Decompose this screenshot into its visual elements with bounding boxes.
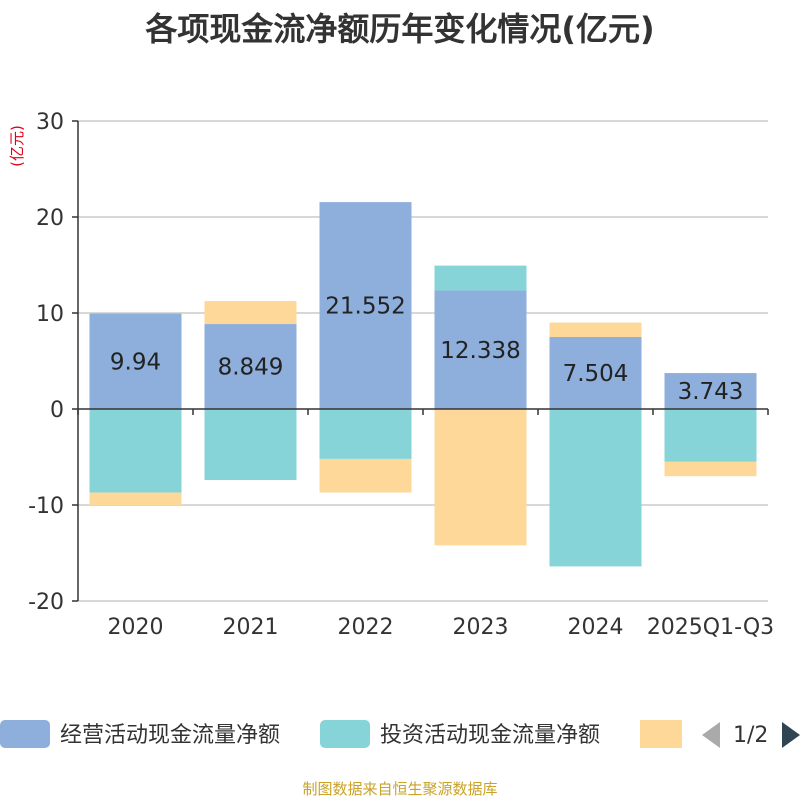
legend-page-indicator: 1/2	[733, 723, 768, 748]
bar-series-2-2022[interactable]	[319, 458, 412, 493]
bar-value-label: 8.849	[218, 355, 284, 381]
chart-title: 各项现金流净额历年变化情况(亿元)	[145, 10, 655, 48]
bar-series-1-2024[interactable]	[549, 409, 642, 567]
bar-value-label: 21.552	[325, 294, 405, 320]
bar-series-0-2022[interactable]	[319, 202, 412, 409]
bar-value-label: 3.743	[678, 379, 744, 405]
legend-prev-arrow-icon[interactable]	[702, 722, 720, 748]
x-tick-label: 2022	[338, 615, 394, 640]
legend-item-operating[interactable]: 经营活动现金流量净额	[0, 720, 280, 748]
bar-series-0-2021[interactable]	[204, 324, 297, 409]
x-tick-label: 2025Q1-Q3	[647, 615, 774, 640]
legend-item-investing[interactable]: 投资活动现金流量净额	[320, 720, 600, 748]
legend-label-operating: 经营活动现金流量净额	[60, 723, 280, 748]
legend-item-financing[interactable]	[640, 720, 682, 748]
bar-series-0-2023[interactable]	[434, 290, 527, 409]
bar-value-label: 12.338	[440, 338, 520, 364]
legend-swatch-operating	[0, 720, 50, 748]
bar-series-2-2025Q1-Q3[interactable]	[664, 461, 757, 477]
x-tick-label: 2021	[223, 615, 279, 640]
x-tick-label: 2020	[108, 615, 164, 640]
bar-series-0-2020[interactable]	[89, 313, 182, 409]
legend: 经营活动现金流量净额 投资活动现金流量净额 1/2	[0, 720, 800, 748]
y-tick-label: 0	[50, 398, 64, 423]
legend-swatch-financing	[640, 720, 682, 748]
bars	[89, 202, 757, 567]
bar-series-2-2021[interactable]	[204, 301, 297, 325]
y-tick-label: 10	[36, 302, 64, 327]
bar-series-2-2024[interactable]	[549, 322, 642, 337]
bar-value-label: 7.504	[563, 361, 629, 387]
legend-label-investing: 投资活动现金流量净额	[380, 723, 600, 748]
data-labels: 9.94 8.849 21.552 12.338 7.504 3.743	[110, 294, 744, 405]
x-tick-label: 2024	[568, 615, 624, 640]
bar-series-0-2024[interactable]	[549, 336, 642, 409]
legend-swatch-investing	[320, 720, 370, 748]
bar-series-0-2025Q1-Q3[interactable]	[664, 373, 757, 409]
axes: 30 20 10 0 -10 -20 2020 2021 2022 2023 2024 2025Q1-…	[28, 110, 774, 640]
y-axis-title: (亿元)	[8, 125, 26, 167]
bar-series-1-2025Q1-Q3[interactable]	[664, 409, 757, 462]
y-tick-label: 20	[36, 206, 64, 231]
bar-value-label: 9.94	[110, 349, 161, 375]
grid	[78, 120, 768, 602]
x-tick-label: 2023	[453, 615, 509, 640]
legend-next-arrow-icon[interactable]	[782, 722, 800, 748]
y-tick-label: 30	[36, 110, 64, 135]
bar-series-1-2021[interactable]	[204, 409, 297, 481]
bar-series-2-2023[interactable]	[434, 409, 527, 546]
bar-series-2-2020[interactable]	[89, 492, 182, 505]
bar-series-1-2022[interactable]	[319, 409, 412, 459]
y-tick-label: -20	[28, 590, 64, 615]
data-source-note: 制图数据来自恒生聚源数据库	[302, 780, 498, 798]
bar-series-1-2020[interactable]	[89, 409, 182, 493]
bar-series-1-2023[interactable]	[434, 265, 527, 291]
y-tick-label: -10	[28, 494, 64, 519]
